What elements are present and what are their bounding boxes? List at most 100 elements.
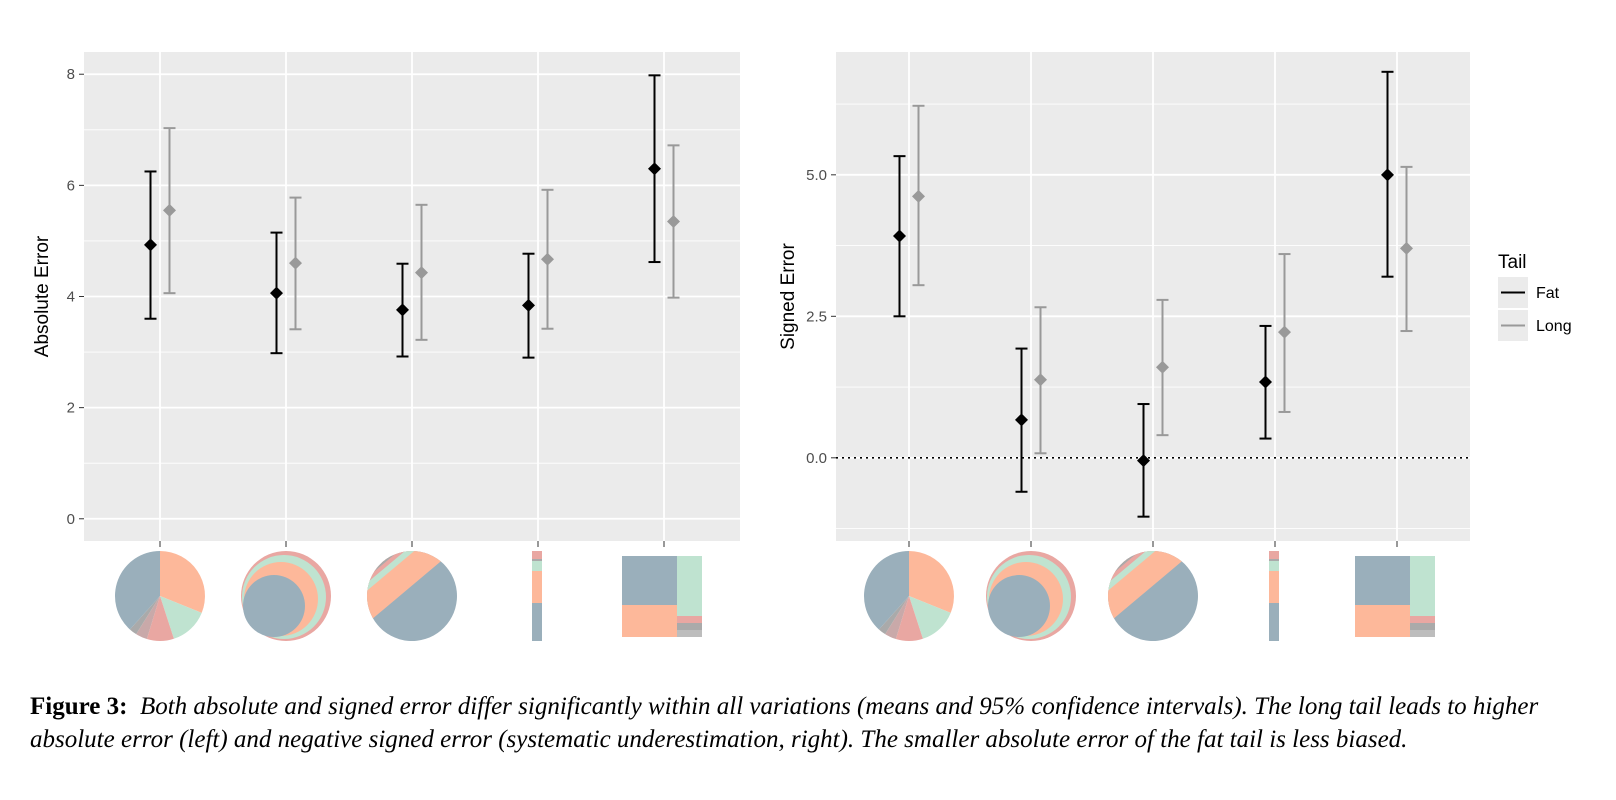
mean-point — [144, 238, 157, 252]
treemap-icon — [622, 556, 702, 637]
errorbar-fat-donut — [1015, 347, 1028, 493]
y-axis-title: Signed Error — [778, 243, 799, 350]
mean-point — [289, 256, 302, 270]
y-tick-label: 8 — [67, 66, 75, 83]
pie-chart-icon — [115, 551, 205, 641]
pie-slice — [909, 551, 954, 613]
pie-slice — [160, 551, 205, 613]
mean-point — [1259, 375, 1272, 389]
mean-point — [667, 214, 680, 228]
mean-point — [163, 203, 176, 217]
errorbar-long-pie-stripes — [415, 203, 428, 341]
pie-chart-icon — [863, 551, 954, 642]
y-tick-label: 5.0 — [806, 167, 827, 184]
errorbar-fat-pie — [144, 170, 157, 320]
y-axis-title: Absolute Error — [32, 235, 53, 357]
y-tick-label: 6 — [67, 177, 75, 194]
bar-segment — [532, 603, 542, 641]
errorbar-fat-donut — [270, 231, 283, 355]
mean-point — [893, 229, 906, 243]
bar-segment — [1269, 551, 1279, 559]
bar-segment — [1269, 575, 1279, 603]
tile-grey — [1410, 623, 1435, 630]
caption-lead: Figure 3: — [30, 693, 128, 720]
bar-segment — [1269, 603, 1279, 641]
bar-segment — [1269, 559, 1279, 561]
tile-blue — [1355, 556, 1410, 605]
nested-circles-icon — [241, 551, 331, 641]
absolute-error-panel: 0 2 4 6 8 Absolute Error — [32, 52, 740, 660]
y-tick-label: 4 — [67, 289, 75, 306]
errorbar-fat-pie-stripes — [1137, 403, 1150, 518]
tile-blue — [622, 556, 677, 605]
errorbar-fat-treemap — [1381, 70, 1394, 278]
pie-slice — [136, 596, 160, 640]
y-tick-label: 2.5 — [806, 308, 827, 325]
tile-grey-light — [677, 630, 702, 637]
errorbar-fat-stacked-bar — [1259, 324, 1272, 440]
errorbar-fat-stacked-bar — [522, 252, 535, 359]
errorbar-long-treemap — [1400, 165, 1413, 333]
errorbar-fat-pie — [893, 155, 906, 318]
legend-label-fat: Fat — [1536, 285, 1560, 302]
pie-slice — [129, 596, 160, 635]
tile-grey-light — [1410, 630, 1435, 637]
errorbar-long-pie — [912, 104, 925, 287]
tile-green — [1410, 556, 1435, 616]
y-tick-label: 0 — [67, 511, 75, 528]
mean-point — [415, 266, 428, 280]
legend: Tail Fat Long — [1498, 252, 1572, 341]
errorbar-fat-pie-stripes — [396, 262, 409, 358]
errorbar-long-stacked-bar — [541, 188, 554, 330]
tile-pink — [677, 616, 702, 623]
treemap-icon — [1355, 556, 1435, 637]
tile-pink — [1410, 616, 1435, 623]
mean-point — [396, 303, 409, 317]
stacked-bar-icon — [532, 551, 542, 641]
bar-segment — [532, 571, 542, 575]
errorbar-long-pie — [163, 127, 176, 295]
pie-slice — [115, 551, 160, 630]
circle-blue-inner — [243, 575, 305, 637]
pie-slice — [863, 551, 909, 630]
bar-segment — [532, 575, 542, 603]
mean-point — [1034, 373, 1047, 387]
errorbar-long-stacked-bar — [1278, 253, 1291, 413]
mean-point — [1015, 413, 1028, 427]
pie-slice — [160, 596, 202, 639]
signed-error-panel: 0.0 2.5 5.0 Signed Error — [778, 52, 1470, 660]
pie-slice — [909, 596, 951, 639]
mean-point — [1137, 454, 1150, 468]
legend-title: Tail — [1498, 252, 1527, 273]
mean-point — [1381, 168, 1394, 182]
pie-slice — [895, 596, 923, 642]
stacked-bar-icon — [1269, 551, 1279, 641]
figure-caption: Figure 3: Both absolute and signed error… — [30, 690, 1600, 756]
errorbar-long-treemap — [667, 144, 680, 299]
mean-point — [522, 298, 535, 312]
pie-slice — [146, 596, 174, 641]
pie-slice — [878, 596, 909, 635]
mean-point — [1156, 360, 1169, 374]
mean-point — [912, 189, 925, 203]
y-tick-label: 0.0 — [806, 450, 827, 467]
tile-green — [677, 556, 702, 616]
figure-svg: 0 2 4 6 8 Absolute Error 0.0 2.5 5.0 Signed Erro… — [32, 52, 1572, 660]
bar-segment — [532, 565, 542, 571]
mean-point — [270, 286, 283, 300]
mean-point — [1400, 241, 1413, 255]
mean-point — [541, 252, 554, 266]
pie-slice — [885, 596, 909, 640]
bar-segment — [532, 551, 542, 559]
tile-grey — [677, 623, 702, 630]
tile-orange — [622, 605, 677, 637]
figure: 0 2 4 6 8 Absolute Error 0.0 2.5 5.0 Signed Erro… — [32, 52, 1572, 660]
legend-label-long: Long — [1536, 318, 1572, 335]
tile-orange — [1355, 605, 1410, 637]
mean-point — [1278, 325, 1291, 339]
errorbar-fat-treemap — [648, 74, 661, 264]
caption-text: Both absolute and signed error differ si… — [30, 693, 1539, 753]
circle-blue-inner — [988, 575, 1050, 637]
bar-segment — [1269, 571, 1279, 575]
bar-segment — [1269, 565, 1279, 571]
